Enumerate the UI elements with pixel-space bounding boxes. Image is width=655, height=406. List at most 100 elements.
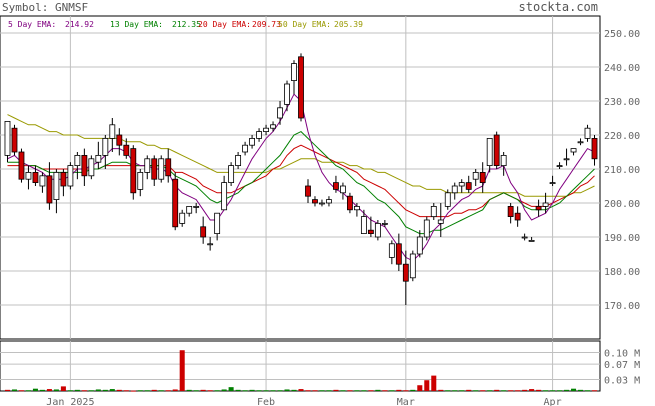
- candle-body: [430, 205, 437, 217]
- ema-legend: 5 Day EMA: 214.92 13 Day EMA: 212.35 20 …: [8, 20, 363, 29]
- candle-body: [437, 219, 444, 224]
- candle-body: [486, 137, 493, 166]
- volume-bar: [396, 389, 402, 391]
- candle: [305, 179, 311, 203]
- volume-bar: [424, 380, 430, 391]
- candle-body: [319, 202, 325, 205]
- volume-bar: [172, 389, 178, 391]
- candlesticks: [4, 53, 598, 305]
- candle: [277, 101, 283, 125]
- candle-body: [186, 205, 193, 214]
- volume-bar: [158, 390, 164, 392]
- candle: [591, 135, 598, 166]
- volume-bar: [319, 390, 325, 392]
- volume-bar: [564, 389, 570, 391]
- candle-body: [151, 158, 158, 180]
- candle: [367, 216, 374, 237]
- candle-body: [221, 182, 228, 211]
- candle: [158, 155, 165, 183]
- candle: [312, 196, 318, 207]
- candle: [200, 216, 207, 244]
- candle-body: [11, 127, 18, 153]
- candle: [374, 220, 381, 241]
- volume-bar: [403, 390, 409, 392]
- candle-body: [409, 253, 416, 279]
- price-tick-label: 180.00: [604, 267, 640, 278]
- candle: [570, 148, 577, 156]
- volume-bar: [417, 385, 423, 391]
- candle-body: [549, 182, 556, 185]
- candle: [32, 165, 39, 186]
- candle-body: [263, 127, 269, 132]
- volume-bar: [354, 390, 360, 392]
- volume-bar: [466, 389, 472, 391]
- volume-bar: [165, 390, 171, 392]
- volume-bar: [438, 389, 444, 391]
- candle: [472, 169, 479, 186]
- volume-bar: [515, 390, 521, 392]
- volume-bar: [214, 390, 220, 392]
- volume-bar: [32, 388, 38, 391]
- candle: [214, 212, 221, 241]
- volume-bar: [382, 390, 388, 392]
- candle: [53, 169, 60, 214]
- candle: [319, 199, 325, 207]
- volume-bar: [361, 390, 367, 392]
- candle-body: [4, 121, 11, 156]
- volume-bar: [123, 390, 129, 392]
- candle: [395, 233, 402, 271]
- volume-bar: [235, 389, 241, 391]
- volume-bar: [578, 389, 584, 391]
- candle: [144, 155, 151, 180]
- volume-bar: [74, 389, 80, 391]
- candle-body: [18, 151, 25, 180]
- legend-ema50-label: 50 Day EMA:: [278, 20, 331, 29]
- candle: [284, 80, 290, 112]
- volume-bar: [452, 390, 458, 392]
- candle-body: [25, 171, 32, 180]
- candle: [521, 233, 528, 241]
- candle: [263, 124, 269, 135]
- price-tick-label: 210.00: [604, 165, 640, 176]
- candle-body: [326, 199, 332, 204]
- x-tick-label: Feb: [257, 397, 275, 406]
- volume-bar: [557, 390, 563, 392]
- candle-body: [367, 229, 374, 234]
- candle: [60, 169, 67, 197]
- candle-body: [102, 137, 109, 156]
- candle: [514, 206, 521, 227]
- volume-panel-frame: [0, 340, 601, 392]
- volume-bar: [480, 390, 486, 392]
- volume-bar: [459, 390, 465, 392]
- candle-body: [207, 243, 214, 246]
- volume-bar: [270, 390, 276, 392]
- volume-bar: [522, 389, 528, 391]
- candle: [423, 216, 430, 241]
- candle-body: [67, 165, 74, 187]
- volume-bar: [18, 390, 24, 392]
- candle-body: [109, 124, 116, 139]
- volume-bar: [291, 389, 297, 391]
- candle-body: [256, 131, 262, 139]
- candle-body: [360, 216, 367, 235]
- candle: [451, 182, 458, 200]
- candle-body: [228, 165, 235, 184]
- candle: [25, 165, 32, 190]
- candle: [444, 189, 451, 210]
- candle: [416, 230, 423, 258]
- candle: [151, 155, 158, 186]
- volume-bar: [116, 389, 122, 391]
- candle-body: [333, 182, 339, 190]
- candle-body: [353, 205, 360, 211]
- candle: [235, 152, 242, 169]
- x-tick-label: Apr: [544, 397, 562, 406]
- candle: [486, 137, 493, 173]
- candle: [256, 128, 262, 142]
- candle: [123, 138, 130, 159]
- candle: [563, 148, 570, 166]
- candle-body: [39, 175, 46, 187]
- volume-bar: [536, 389, 542, 391]
- volume-bar: [193, 390, 199, 392]
- volume-bar: [88, 390, 94, 392]
- candle-body: [214, 212, 221, 234]
